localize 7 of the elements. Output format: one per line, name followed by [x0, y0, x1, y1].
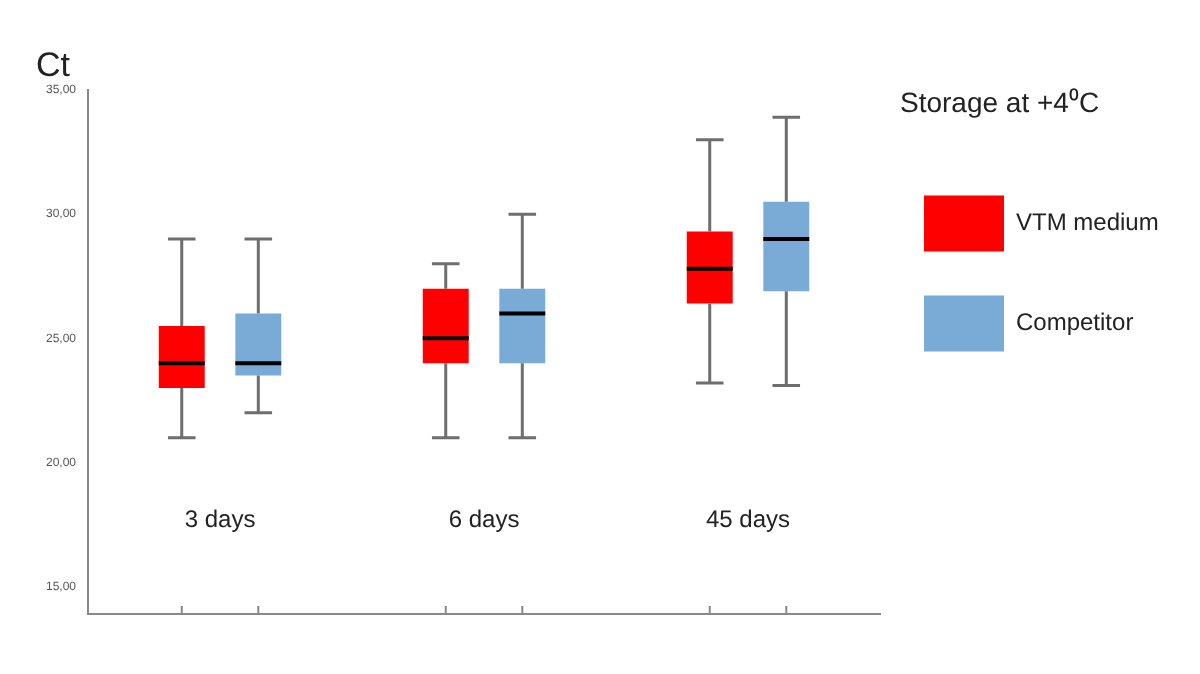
legend-title: Storage at +4⁰C [900, 85, 1100, 118]
x-tick-label: 45 days [705, 504, 791, 533]
x-tick-label: 3 days [184, 504, 256, 533]
y-axis-title: Ct [36, 46, 71, 84]
legend-label: Competitor [1016, 308, 1134, 337]
legend-label: VTM medium [1016, 208, 1159, 237]
x-tick-label: 6 days [448, 504, 520, 533]
